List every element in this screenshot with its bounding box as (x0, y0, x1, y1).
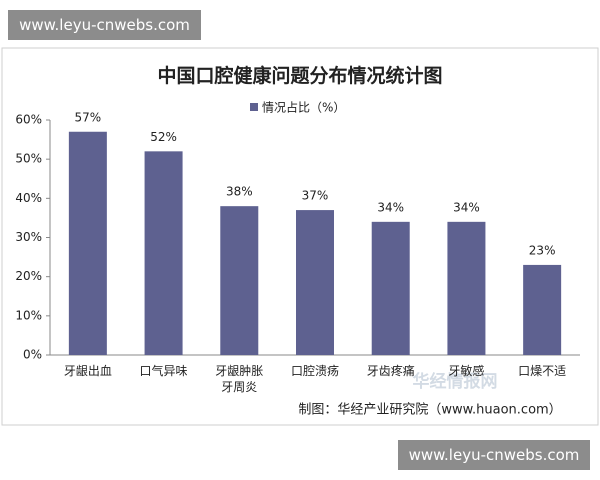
x-tick-label: 牙龈肿胀 牙周炎 (215, 364, 264, 394)
value-label: 37% (302, 189, 329, 203)
x-tick-label: 口腔溃疡 (290, 364, 339, 378)
legend-label: 情况占比（%） (262, 100, 345, 115)
bar (144, 151, 183, 355)
value-label: 34% (453, 200, 480, 214)
bar (371, 221, 410, 355)
x-tick-label: 牙齿疼痛 (366, 364, 415, 378)
y-tick-label: 60% (15, 113, 42, 127)
value-label: 52% (150, 130, 177, 144)
watermark-logo: 华经情报网 (413, 371, 498, 392)
y-tick-label: 40% (15, 191, 42, 205)
y-tick-label: 30% (15, 230, 42, 244)
x-tick-label: 口燥不适 (518, 364, 567, 378)
y-tick-label: 10% (15, 308, 42, 322)
x-tick-label: 牙龈出血 (63, 364, 112, 378)
watermark: www.leyu-cnwebs.com (398, 440, 590, 470)
watermark: www.leyu-cnwebs.com (8, 10, 201, 40)
y-tick-label: 20% (15, 269, 42, 283)
bar (220, 206, 259, 355)
bar (68, 131, 107, 355)
y-tick-label: 50% (15, 152, 42, 166)
value-label: 34% (377, 200, 404, 214)
bar (523, 264, 562, 355)
y-tick-label: 0% (23, 348, 42, 362)
bar (296, 210, 334, 355)
x-tick-label: 口气异味 (139, 364, 188, 378)
value-label: 38% (226, 185, 253, 199)
chart-title: 中国口腔健康问题分布情况统计图 (157, 64, 442, 87)
x-tick-label: 牙敏感 (448, 364, 485, 378)
legend-swatch (250, 103, 258, 111)
bar (447, 221, 486, 355)
value-label: 23% (529, 243, 556, 257)
source-note: 制图：华经产业研究院（www.huaon.com） (298, 403, 561, 418)
value-label: 57% (75, 110, 102, 124)
